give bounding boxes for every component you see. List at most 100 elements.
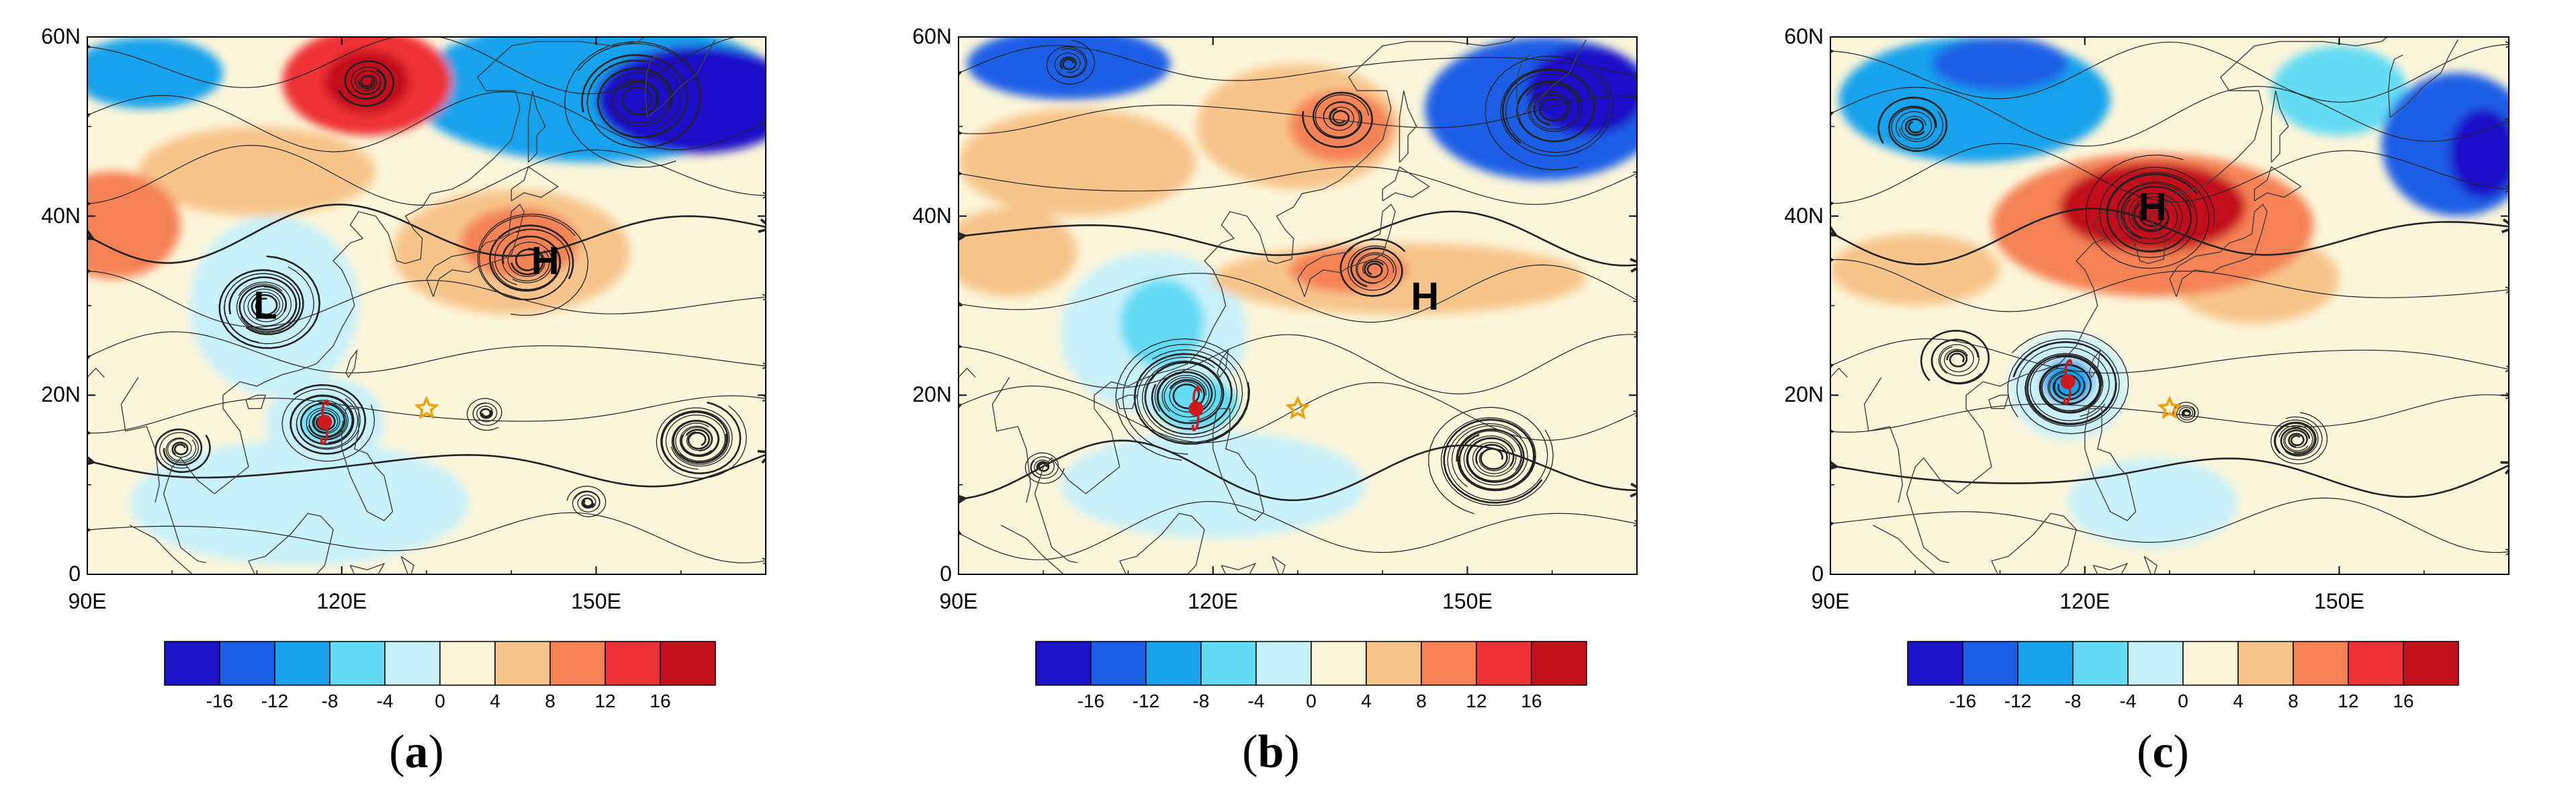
colorbar-swatch [164,641,220,686]
y-tick-label: 60N [912,24,952,48]
colorbar-swatch [605,641,661,686]
streamline [1830,497,2509,552]
coastline [245,394,267,409]
colorbar-swatch [219,641,275,686]
streamline [1456,428,1525,483]
coastline [1863,377,1904,503]
colorbar-swatch [1366,641,1422,686]
streamline [959,439,1637,500]
streamline [1877,96,1948,152]
low-pressure-label: L [253,284,277,328]
coastline [1212,408,1265,521]
streamline [87,512,766,563]
x-tick-label: 90E [1811,589,1850,613]
coastline [1116,394,1138,409]
coastline [2088,349,2101,379]
coastline [1382,166,1430,202]
y-tick-label: 40N [912,203,952,228]
colorbar-swatch [2348,641,2404,686]
streamline [1144,361,1225,435]
streamline [574,491,601,513]
streamline [87,144,766,205]
coastline [1111,238,1235,387]
coastline [120,377,161,503]
coastline [2270,90,2289,163]
colorbar-label: 16 [1521,691,1542,711]
colorbar-label: 8 [2288,691,2299,711]
coastline [1517,39,1587,118]
coastline [991,377,1032,503]
coastline [2092,562,2129,574]
y-tick-label: 40N [41,203,81,228]
colorbar [1907,641,2459,686]
coastline [1220,562,1257,574]
streamline [1451,425,1528,488]
coastline [1272,556,1286,574]
streamline [959,382,1637,443]
streamline [1054,48,1086,77]
panel-caption: (b) [1242,726,1300,778]
coastline [2387,54,2403,118]
colorbar-label: 4 [1361,691,1372,711]
x-tick-label: 120E [316,589,367,613]
streamline [251,294,278,319]
coastline [349,37,646,265]
map-frame: HL [87,36,766,686]
panel-c: H (c) 60N 40N 20N 0 90E 120E 150E -16 -12 -8 -4 0 4 8… [1743,0,2576,796]
y-tick-label: 0 [1812,562,1824,586]
coastline [400,556,414,574]
streamline [959,97,1637,134]
colorbar-swatch [1531,641,1587,686]
streamline [621,81,659,116]
coastline [1906,381,1992,564]
typhoon-symbol [317,399,332,445]
anomaly-patch [1932,37,2068,91]
streamline [1036,461,1050,472]
colorbar-label: 0 [1306,691,1317,711]
colorbar-label: 4 [2233,691,2244,711]
colorbar-label: 8 [545,691,556,711]
y-tick-label: 20N [912,382,952,407]
coastline [644,54,660,118]
x-tick-label: 150E [1442,589,1493,613]
coastline [2169,204,2268,297]
colorbar-label: -12 [261,691,289,711]
streamline [1830,338,2509,374]
colorbar-label: -16 [1949,691,1977,711]
anomaly-patch [189,216,359,396]
streamline [357,75,375,89]
streamline [1830,259,2509,312]
x-tick-label: 90E [939,589,978,613]
colorbar-swatch [2017,641,2074,686]
typhoon-symbol [2060,359,2076,404]
y-tick-label: 60N [1784,24,1824,48]
coastline [426,204,525,297]
panel-b: H (b) 60N 40N 20N 0 90E 120E 150E -16 -12 -8 -4 0 4 8… [871,0,1704,796]
coastline [435,583,520,596]
colorbar-label: 0 [435,691,445,711]
coastline [2178,583,2263,596]
anomaly-patch [324,50,410,114]
colorbar-swatch [1145,641,1202,686]
streamline [1920,329,1990,385]
streamline [1830,459,2509,498]
coastline [1119,513,1205,574]
colorbar-label: 12 [594,691,616,711]
coastline [1306,583,1391,596]
streamline [613,72,669,124]
streamline [338,60,394,107]
y-tick-label: 40N [1784,203,1824,228]
coastlines [87,37,715,596]
streamline [87,455,766,488]
anomaly-patch [967,37,1171,100]
colorbar-swatch [1311,641,1367,686]
coastline [527,90,546,163]
high-pressure-label: H [1411,275,1439,318]
streamline [87,396,766,433]
coastline [349,562,386,574]
star-marker [1285,395,1311,420]
x-tick-label: 120E [1188,589,1239,613]
colorbar-label: -8 [321,691,339,711]
y-tick-label: 0 [69,562,81,586]
